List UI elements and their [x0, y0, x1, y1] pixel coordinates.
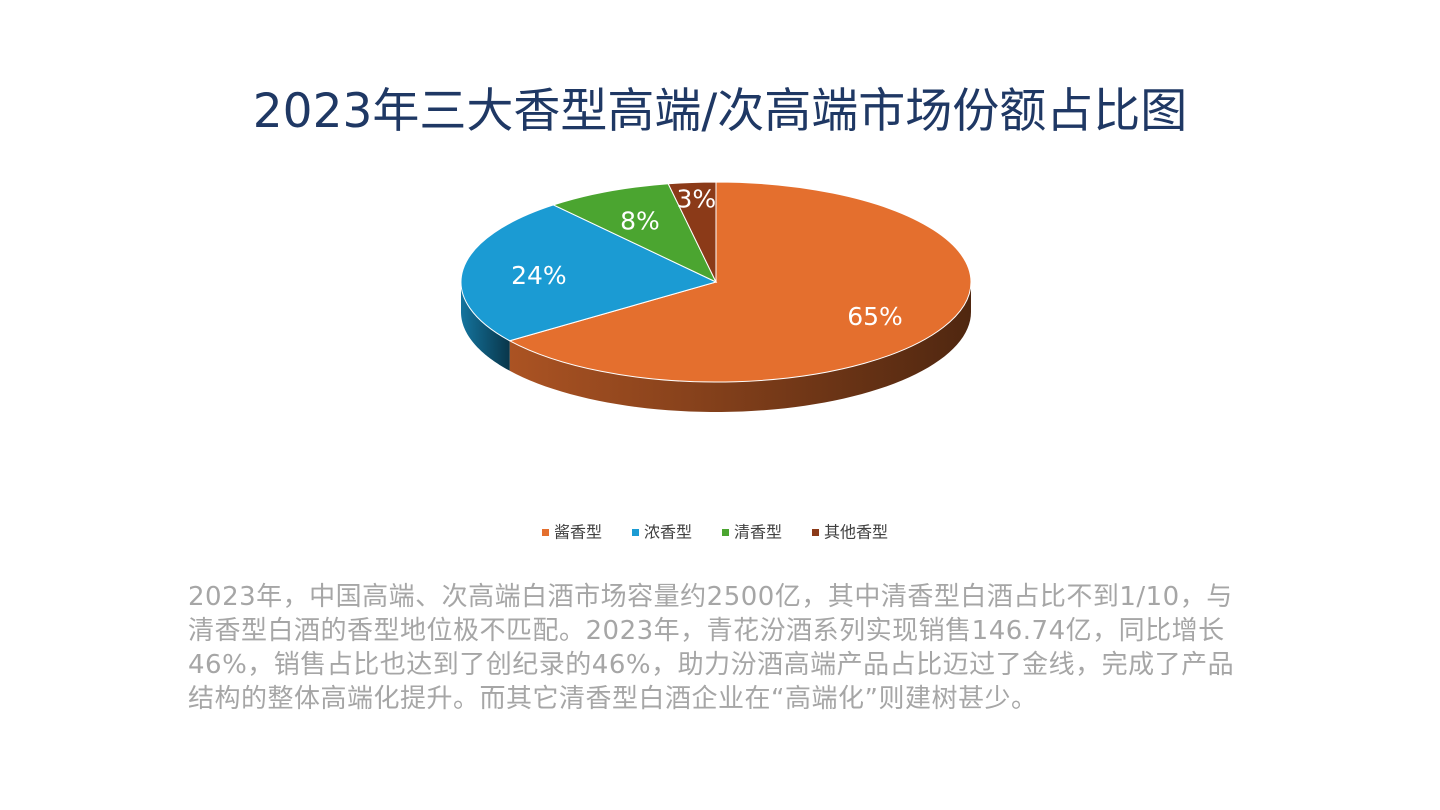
- legend-swatch: [632, 529, 639, 536]
- value-label: 24%: [511, 261, 567, 290]
- value-label: 3%: [676, 184, 716, 213]
- legend-label: 酱香型: [554, 523, 602, 542]
- value-label: 65%: [847, 302, 903, 331]
- value-label: 8%: [620, 207, 660, 236]
- legend-label: 清香型: [734, 523, 782, 542]
- legend-label: 浓香型: [644, 523, 692, 542]
- description: 2023年，中国高端、次高端白酒市场容量约2500亿，其中清香型白酒占比不到1/…: [188, 582, 1235, 714]
- slice: [667, 181, 717, 283]
- slice-side: [509, 282, 971, 412]
- slice-side: [461, 282, 510, 371]
- legend-swatch: [542, 529, 549, 536]
- slice: [460, 204, 718, 342]
- legend-swatch: [722, 529, 729, 536]
- chart: 65% 24% 8% 3% 酱香型 浓香型 清香型 其他香型: [460, 181, 972, 542]
- slice: [508, 181, 972, 383]
- legend-label: 其他香型: [824, 523, 888, 542]
- legend-swatch: [812, 529, 819, 536]
- chart-title: 2023年三大香型高端/次高端市场份额占比图: [252, 84, 1188, 139]
- slice: [552, 183, 718, 284]
